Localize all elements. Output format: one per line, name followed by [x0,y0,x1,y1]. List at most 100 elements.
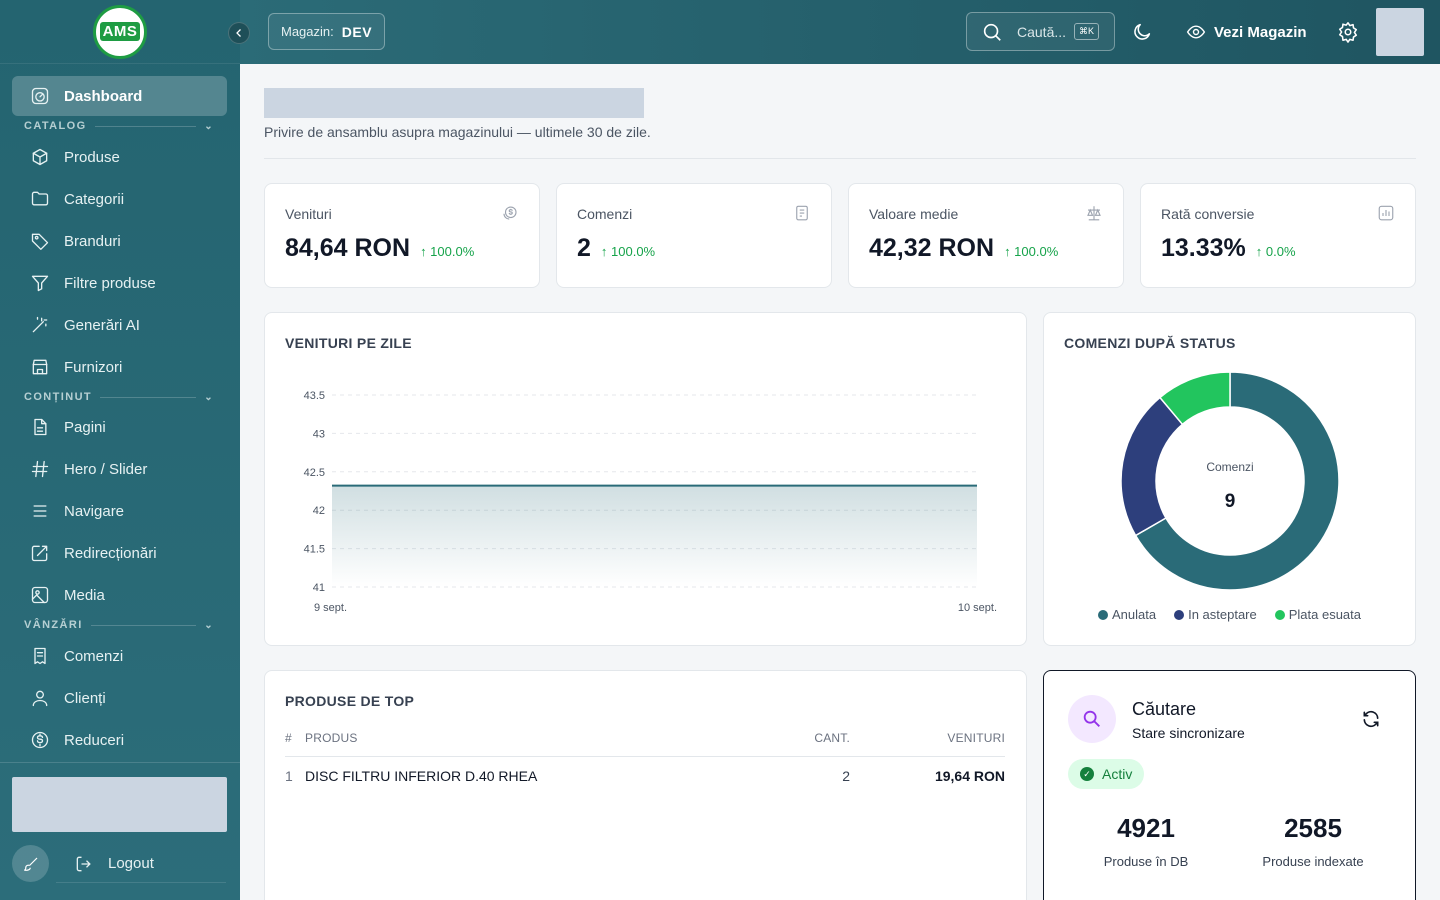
section-label-text: VÂNZĂRI [24,619,83,631]
legend-item[interactable]: Plata esuata [1274,607,1361,622]
legend-swatch [1174,609,1185,620]
sidebar-item-clients[interactable]: Clienți [12,678,227,718]
legend-item[interactable]: Anulata [1097,607,1156,622]
refresh-button[interactable] [1361,709,1383,731]
x-tick-label: 10 sept. [958,602,997,614]
search-card-title: Căutare [1132,699,1197,719]
search-icon [1068,695,1116,743]
filter-icon [30,273,50,293]
collapse-sidebar-button[interactable] [228,22,250,44]
section-label-text: CATALOG [24,120,87,132]
sidebar-item-suppliers[interactable]: Furnizori [12,347,227,387]
sidebar-placeholder-block [12,777,227,832]
stat-label: Venituri [285,206,332,222]
theme-brush-button[interactable] [12,845,49,882]
sidebar-item-navigation[interactable]: Navigare [12,491,227,531]
money-icon [501,204,519,222]
avatar[interactable] [1376,8,1424,56]
divider [100,396,197,398]
page-title-placeholder [264,88,644,118]
stat-value: 13.33% [1161,234,1246,262]
divider [0,762,240,763]
sidebar-item-redirects[interactable]: Redirecționări [12,533,227,573]
column-header: CANT. [730,729,850,757]
moon-icon [1134,23,1151,40]
sidebar-item-label: Navigare [64,502,125,520]
box-icon [30,147,50,167]
dark-mode-toggle[interactable] [1130,20,1154,44]
legend-item[interactable]: In asteptare [1174,607,1257,622]
qty-cell: 2 [842,768,850,784]
store-label: Magazin: [281,24,334,39]
sidebar-item-dashboard[interactable]: Dashboard [12,76,227,116]
sidebar-item-hero[interactable]: Hero / Slider [12,449,227,489]
sidebar-item-label: Hero / Slider [64,460,148,478]
sidebar-item-brands[interactable]: Branduri [12,221,227,261]
store-selector[interactable]: Magazin: DEV [268,13,386,50]
revenue-area-chart: 43.5 43 42.5 42 41.5 41 9 sept. 10 sept. [304,390,997,614]
table-row[interactable]: 1 DISC FILTRU INFERIOR D.40 RHEA 2 19,64… [285,757,1005,796]
y-tick-label: 41.5 [304,544,325,556]
sidebar-item-media[interactable]: Media [12,575,227,615]
legend-label: In asteptare [1188,607,1257,622]
column-header: PRODUS [305,729,730,757]
refresh-icon [1363,710,1379,728]
logo-text: AMS [99,22,141,41]
sidebar-item-products[interactable]: Produse [12,137,227,177]
receipt-icon [793,204,811,222]
stat-card-average: Valoare medie 42,32 RON ↑ 100.0% [848,183,1124,288]
search-sync-card: Căutare Stare sincronizare ✓ Activ 4921 … [1043,670,1416,900]
logout-button[interactable]: Logout [56,845,226,883]
search-shortcut: ⌘K [1074,23,1100,40]
logo[interactable]: AMS [93,4,147,59]
search-input[interactable]: Caută... ⌘K [966,12,1115,51]
chevron-down-icon: ⌄ [204,391,214,403]
logout-icon [76,856,91,871]
top-products-title: PRODUSE DE TOP [285,693,415,709]
stat-card-conversion: Rată conversie 13.33% ↑ 0.0% [1140,183,1416,288]
sidebar-item-label: Dashboard [64,87,143,105]
eye-icon [1186,25,1206,39]
view-store-link[interactable]: Vezi Magazin [1186,20,1307,44]
search-card-subtitle: Stare sincronizare [1132,725,1245,741]
hash-icon [30,459,50,479]
section-label-text: CONȚINUT [24,391,93,403]
settings-button[interactable] [1336,20,1360,44]
donut-slice [1134,371,1340,591]
sidebar-item-discounts[interactable]: Reduceri [12,720,227,760]
sidebar-item-filters[interactable]: Filtre produse [12,263,227,303]
metric-products-db: 4921 Produse în DB [1061,813,1231,869]
brush-icon [23,857,37,871]
view-store-label: Vezi Magazin [1214,23,1307,41]
section-catalog[interactable]: CATALOG ⌄ [24,119,214,133]
sidebar-item-label: Pagini [64,418,106,436]
stat-card-orders: Comenzi 2 ↑ 100.0% [556,183,832,288]
sidebar-item-label: Comenzi [64,647,124,665]
status-badge-label: Activ [1102,766,1133,782]
sidebar-item-pages[interactable]: Pagini [12,407,227,447]
metric-value: 4921 [1117,813,1175,843]
stat-value-wrap: 13.33% ↑ 0.0% [1161,234,1296,263]
chart-title: VENITURI PE ZILE [285,335,412,351]
stat-label: Comenzi [577,206,633,222]
metric-value: 2585 [1284,813,1342,843]
donut-slice [1120,396,1184,537]
stat-delta: ↑ 100.0% [420,244,475,259]
stat-card-revenue: Venituri 84,64 RON ↑ 100.0% [264,183,540,288]
sidebar-item-label: Generări AI [64,316,140,334]
donut-slice [1158,371,1231,426]
section-content[interactable]: CONȚINUT ⌄ [24,390,214,404]
sidebar-item-categories[interactable]: Categorii [12,179,227,219]
stat-value-wrap: 2 ↑ 100.0% [577,234,655,263]
section-sales[interactable]: VÂNZĂRI ⌄ [24,618,214,632]
sidebar-item-orders[interactable]: Comenzi [12,636,227,676]
menu-icon [30,501,50,521]
gauge-icon [30,86,50,106]
top-products-table: # PRODUS CANT. VENITURI 1 DISC FILTRU IN… [285,729,1005,795]
sidebar-item-ai[interactable]: Generări AI [12,305,227,345]
stat-value: 84,64 RON [285,234,411,262]
table-header-row: # PRODUS CANT. VENITURI [285,729,1005,757]
receipt-icon [30,646,50,666]
column-header: VENITURI [850,729,1005,757]
user-icon [30,688,50,708]
